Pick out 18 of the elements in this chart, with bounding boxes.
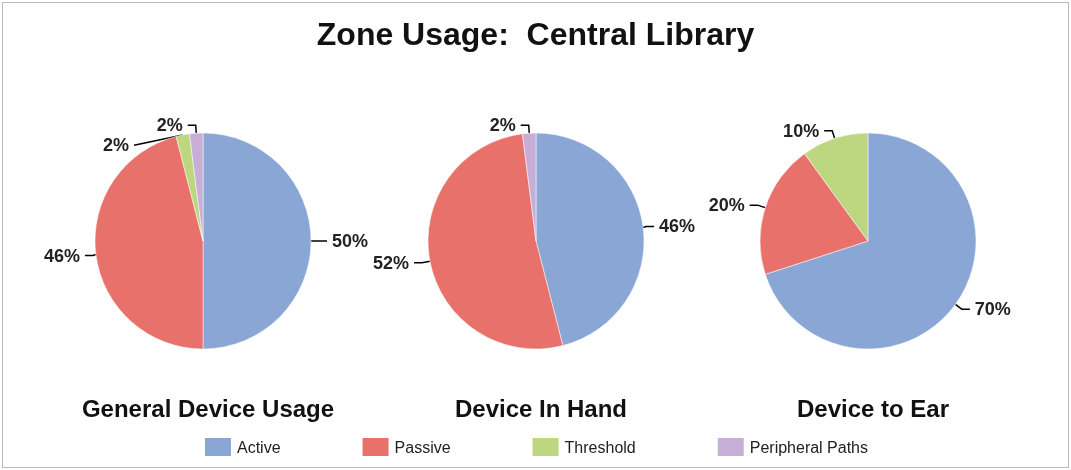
slice-label: Device In Hand [454,394,628,422]
slice-label: General Device Usage [81,394,335,422]
data-label: 52% [373,252,410,273]
legend-label: Passive [394,438,451,456]
legend-label: Active [236,438,281,456]
data-label: 46% [659,216,696,237]
data-label: 10% [783,120,820,141]
legend-label: Threshold [564,438,636,456]
data-label: 2% [156,115,183,136]
data-label: 46% [43,245,80,266]
chart-title: Zone Usage: Central Library [316,16,755,52]
data-label: 50% [332,231,369,251]
data-label: 2% [103,135,130,156]
data-label: 20% [708,195,745,216]
legend-label: Peripheral Paths [749,438,869,456]
data-label: 70% [974,299,1011,320]
slice-label: Device to Ear [796,394,950,422]
data-label: 2% [489,115,516,136]
